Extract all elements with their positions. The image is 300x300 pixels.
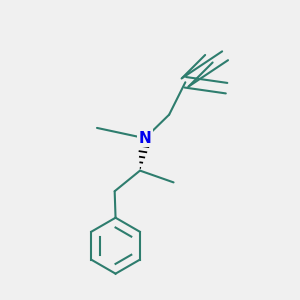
Text: N: N — [139, 131, 152, 146]
